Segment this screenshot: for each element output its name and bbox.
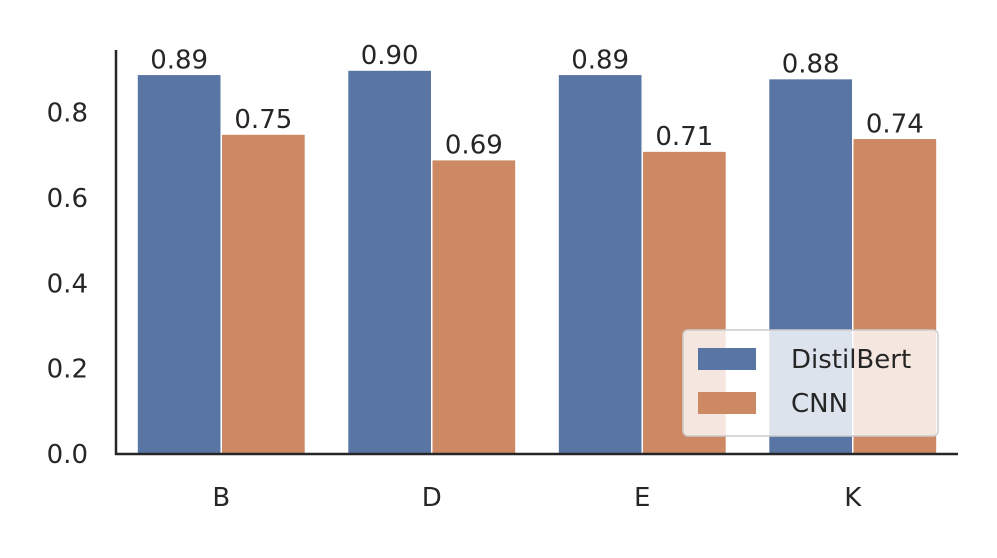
value-label: 0.71 bbox=[655, 122, 713, 152]
value-label: 0.88 bbox=[782, 50, 840, 80]
value-label: 0.75 bbox=[234, 105, 292, 135]
bar bbox=[431, 158, 517, 455]
bar bbox=[136, 73, 222, 455]
x-tick-label: B bbox=[212, 483, 230, 513]
value-label: 0.90 bbox=[361, 41, 419, 71]
y-tick-label: 0.4 bbox=[47, 269, 88, 299]
legend-label: CNN bbox=[791, 389, 848, 419]
legend: DistilBert CNN bbox=[682, 329, 939, 437]
bar bbox=[346, 69, 433, 455]
bar bbox=[220, 133, 307, 455]
legend-swatch bbox=[698, 392, 756, 414]
value-label: 0.74 bbox=[866, 109, 924, 139]
value-label: 0.69 bbox=[445, 131, 503, 161]
y-tick-label: 0.6 bbox=[47, 184, 88, 214]
x-tick-label: K bbox=[844, 483, 862, 513]
x-tick-label: D bbox=[422, 483, 442, 513]
legend-label: DistilBert bbox=[791, 345, 911, 375]
y-tick-label: 0.8 bbox=[47, 99, 88, 129]
y-tick-label: 0.2 bbox=[47, 355, 88, 385]
y-tick-label: 0.0 bbox=[47, 440, 88, 470]
value-label: 0.89 bbox=[150, 45, 208, 75]
legend-swatch bbox=[698, 348, 756, 370]
bar bbox=[557, 73, 643, 455]
x-tick-label: E bbox=[634, 483, 650, 513]
value-label: 0.89 bbox=[571, 45, 629, 75]
